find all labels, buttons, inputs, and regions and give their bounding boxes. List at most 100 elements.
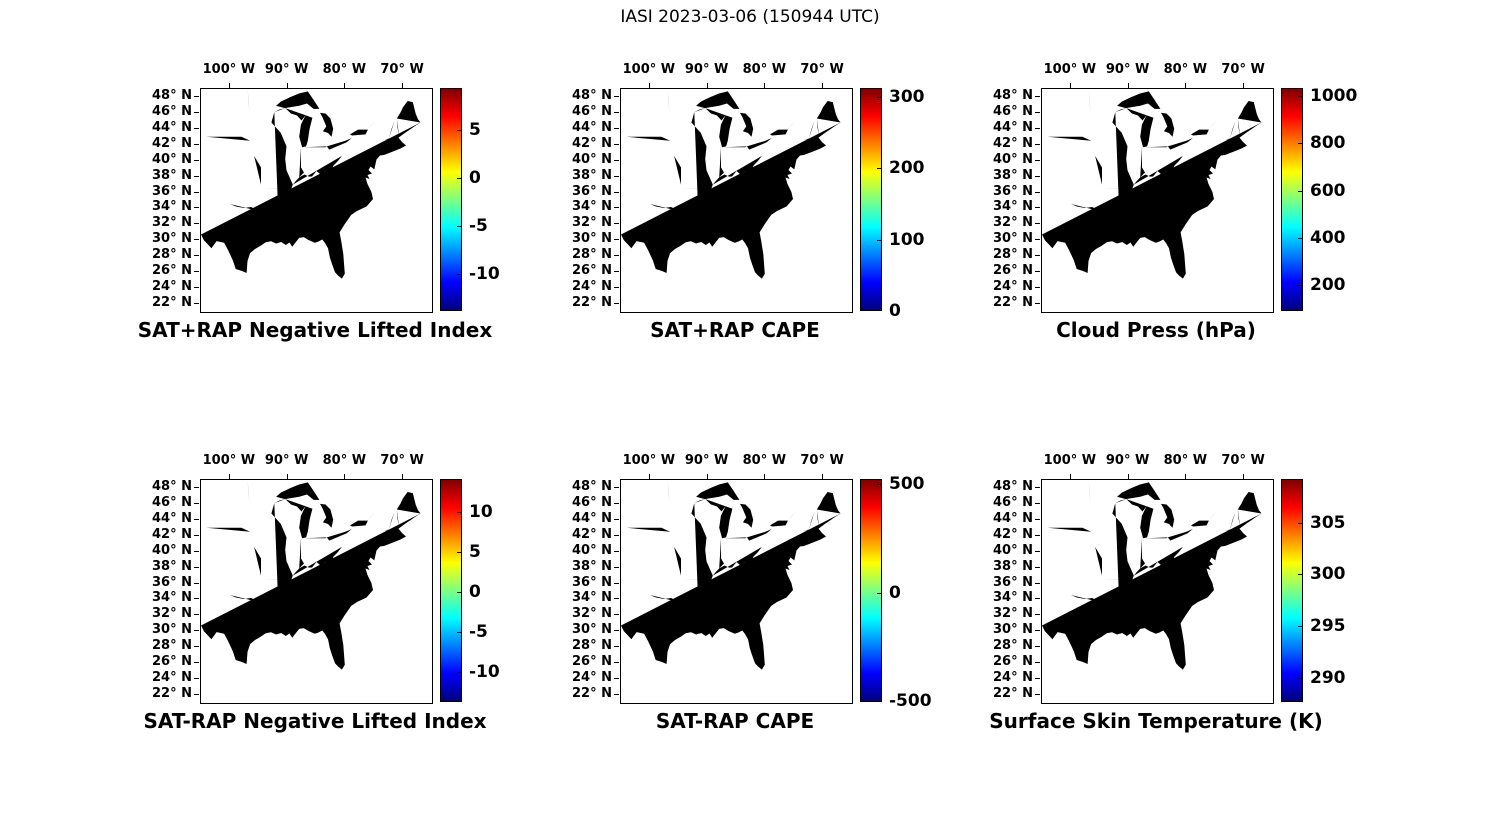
lon-tick-label: 100° W — [622, 453, 676, 468]
lat-tick-label: 22° N — [993, 686, 1033, 702]
lon-axis-tick — [764, 83, 766, 88]
lat-tick-label: 22° N — [993, 295, 1033, 311]
lon-tick-label: 80° W — [322, 62, 367, 77]
map-frame — [620, 479, 853, 704]
lat-axis-tick — [194, 271, 199, 273]
lat-axis-tick — [194, 127, 199, 129]
colorbar-tick-label: -500 — [889, 691, 932, 712]
lat-axis-tick — [1035, 287, 1040, 289]
lat-tick-label: 32° N — [152, 215, 192, 231]
lon-axis-tick — [1243, 83, 1245, 88]
lat-tick-label: 46° N — [993, 103, 1033, 119]
lat-tick-label: 24° N — [152, 670, 192, 686]
lon-tick-label: 100° W — [1043, 62, 1097, 77]
lat-axis-tick — [614, 255, 619, 257]
lon-axis-tick — [1185, 83, 1187, 88]
lat-tick-label: 28° N — [152, 638, 192, 654]
lat-tick-label: 26° N — [572, 654, 612, 670]
lat-tick-label: 34° N — [152, 590, 192, 606]
colorbar-tick — [877, 701, 882, 702]
colorbar-tick — [457, 591, 462, 593]
lon-axis-tick — [706, 474, 708, 479]
lat-tick-label: 30° N — [152, 231, 192, 247]
colorbar-tick-label: -10 — [469, 264, 500, 285]
lat-tick-label: 48° N — [152, 478, 192, 494]
lat-tick-label: 44° N — [152, 119, 192, 135]
colorbar-tick — [1298, 626, 1303, 628]
colorbar-tick-label: -10 — [469, 661, 500, 682]
lat-axis-tick — [1035, 127, 1040, 129]
lat-tick-label: 44° N — [993, 510, 1033, 526]
colorbar-tick-label: 0 — [889, 582, 901, 603]
lat-tick-label: 48° N — [993, 87, 1033, 103]
lat-axis-tick — [614, 518, 619, 520]
lon-tick-label: 90° W — [684, 453, 729, 468]
panel-title: SAT+RAP Negative Lifted Index — [137, 318, 493, 342]
lat-axis-tick — [614, 111, 619, 113]
colorbar-tick — [457, 274, 462, 276]
lat-axis-tick — [194, 111, 199, 113]
lat-axis-tick — [1035, 303, 1040, 305]
lat-axis-tick — [194, 646, 199, 648]
map-frame — [200, 88, 433, 313]
colorbar-tick — [1298, 522, 1303, 524]
lat-axis-tick — [614, 95, 619, 97]
lat-axis-tick — [614, 159, 619, 161]
lat-axis-tick — [614, 550, 619, 552]
map-panel: Cloud Press (hPa) 100° W 90° W 80° W 70° W 4… — [993, 62, 1357, 342]
lat-axis-tick — [194, 175, 199, 177]
lat-axis-tick — [194, 694, 199, 696]
colorbar-tick-label: 305 — [1310, 512, 1346, 533]
lat-tick-label: 48° N — [993, 478, 1033, 494]
colorbar-tick-label: -5 — [469, 216, 488, 237]
lat-axis-tick — [614, 191, 619, 193]
lat-tick-label: 34° N — [993, 590, 1033, 606]
lat-axis-tick — [1035, 239, 1040, 241]
lat-tick-label: 34° N — [572, 199, 612, 215]
colorbar-tick-label: 5 — [469, 541, 481, 562]
colorbar-tick — [457, 551, 462, 553]
lat-tick-label: 38° N — [993, 167, 1033, 183]
lon-tick-label: 70° W — [380, 62, 424, 77]
lat-axis-tick — [614, 598, 619, 600]
lat-axis-tick — [1035, 662, 1040, 664]
panel-title: SAT-RAP CAPE — [655, 709, 815, 733]
lat-axis-tick — [1035, 207, 1040, 209]
lat-tick-label: 32° N — [152, 606, 192, 622]
lat-tick-label: 40° N — [572, 151, 612, 167]
map-panel: SAT+RAP Negative Lifted Index 100° W 90° … — [138, 62, 500, 342]
panel-title: SAT-RAP Negative Lifted Index — [143, 709, 487, 733]
lat-tick-label: 38° N — [152, 558, 192, 574]
lat-tick-label: 24° N — [572, 279, 612, 295]
lat-axis-tick — [194, 303, 199, 305]
lat-axis-tick — [1035, 255, 1040, 257]
lat-axis-tick — [1035, 598, 1040, 600]
lon-axis-tick — [1185, 474, 1187, 479]
colorbar-tick-label: 200 — [1310, 275, 1346, 296]
colorbar-tick — [457, 226, 462, 228]
colorbar-tick-label: 300 — [889, 86, 925, 107]
lat-axis-tick — [614, 614, 619, 616]
colorbar — [860, 479, 882, 702]
lat-axis-tick — [614, 582, 619, 584]
lon-tick-label: 70° W — [1221, 453, 1265, 468]
lat-axis-tick — [194, 614, 199, 616]
lon-tick-label: 80° W — [322, 453, 367, 468]
lat-tick-label: 22° N — [152, 686, 192, 702]
lat-tick-label: 42° N — [152, 526, 192, 542]
lat-axis-tick — [194, 239, 199, 241]
lon-tick-label: 100° W — [622, 62, 676, 77]
lat-axis-tick — [194, 159, 199, 161]
figure-title: IASI 2023-03-06 (150944 UTC) — [620, 7, 880, 27]
lat-axis-tick — [614, 694, 619, 696]
lat-tick-label: 36° N — [993, 574, 1033, 590]
lat-tick-label: 40° N — [993, 542, 1033, 558]
lat-tick-label: 48° N — [572, 478, 612, 494]
lat-tick-label: 44° N — [572, 510, 612, 526]
lat-tick-label: 28° N — [993, 638, 1033, 654]
lat-axis-tick — [194, 95, 199, 97]
lat-tick-label: 32° N — [993, 606, 1033, 622]
lat-tick-label: 26° N — [152, 654, 192, 670]
